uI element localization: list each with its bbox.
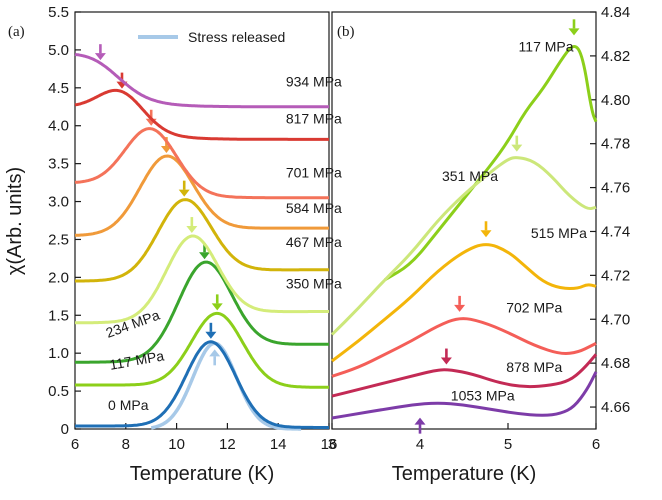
panel-b-y-tick-label: 4.66 <box>601 399 630 416</box>
panel-a-y-tick-label: 0 <box>61 421 69 438</box>
arrow-a-117-mpa <box>211 303 223 311</box>
panel-b-x-axis-title: Temperature (K) <box>392 463 537 485</box>
panel-b-x-tick-label: 6 <box>592 436 600 453</box>
panel-a-y-tick-label: 3.0 <box>48 194 69 211</box>
arrow-a-stress-released <box>209 349 221 357</box>
arrow-a-350-mpa <box>186 226 198 234</box>
arrow-a-584-mpa <box>160 146 172 154</box>
curve-label-b-351-mpa: 351 MPa <box>442 168 498 184</box>
panel-b-y-tick-label: 4.74 <box>601 223 630 240</box>
panel-a-label: (a) <box>8 24 25 40</box>
arrow-a-934-mpa <box>94 53 106 61</box>
panel-a-plot: 6 8 10 12 14 16 0 0.5 1.0 1.5 2.0 2.5 3.0 3.5 4.0 4.5 5.… <box>48 4 342 453</box>
panel-b-y-tick-label: 4.72 <box>601 267 630 284</box>
curve-label-a-350-mpa: 350 MPa <box>286 276 342 292</box>
panel-a-y-tick-label: 2.5 <box>48 231 69 248</box>
arrow-a-467-mpa <box>178 189 190 197</box>
panel-a-y-tick-label: 5.0 <box>48 42 69 59</box>
curve-label-a-934-mpa: 934 MPa <box>286 73 342 89</box>
series-a-934-mpa-line <box>74 52 330 109</box>
series-b-515-mpa-line <box>331 243 597 363</box>
panel-a-y-tick-label: 5.5 <box>48 4 69 21</box>
series-a-817-mpa-line <box>74 88 330 141</box>
curve-label-b-1053-mpa: 1053 MPa <box>451 387 515 403</box>
panel-a-y-tick-label: 0.5 <box>48 383 69 400</box>
curve-label-a-701-mpa: 701 MPa <box>286 164 342 180</box>
panel-a-x-tick-label: 16 <box>321 436 338 453</box>
series-a-234-mpa-line <box>74 260 330 364</box>
curve-label-a-467-mpa: 467 MPa <box>286 234 342 250</box>
panel-b-y-tick-label: 4.70 <box>601 311 630 328</box>
series-a-0-mpa-line <box>74 340 330 429</box>
arrow-b-878-mpa <box>440 357 452 365</box>
series-a-701-mpa-line <box>74 127 330 200</box>
arrow-b-1053-mpa <box>414 417 426 425</box>
panel-b-x-tick-label: 4 <box>416 436 424 453</box>
curve-label-a-234-mpa: 234 MPa <box>104 307 162 341</box>
panel-b-plot: 3 4 5 6 4.66 4.68 4.70 4.72 4.74 4.76 4.78 4.80 4.82… <box>328 4 630 453</box>
y-axis-title: χ(Arb. units) <box>4 167 26 275</box>
panel-a-x-tick-label: 12 <box>219 436 236 453</box>
panel-b-y-tick-label: 4.78 <box>601 136 630 153</box>
curve-label-b-878-mpa: 878 MPa <box>506 359 562 375</box>
arrow-b-351-mpa <box>511 144 523 152</box>
curve-label-b-702-mpa: 702 MPa <box>506 300 562 316</box>
panel-b-label: (b) <box>337 24 355 40</box>
panel-b-y-tick-label: 4.76 <box>601 180 630 197</box>
series-b-117-mpa-line <box>384 45 598 282</box>
panel-a-y-tick-label: 2.0 <box>48 269 69 286</box>
series-b-351-mpa-line <box>330 156 597 336</box>
panel-a-y-tick-label: 1.0 <box>48 345 69 362</box>
curve-label-b-117-mpa: 117 MPa <box>519 39 574 55</box>
curve-label-b-515-mpa: 515 MPa <box>531 225 587 241</box>
arrow-b-702-mpa <box>454 304 466 312</box>
curve-label-a-584-mpa: 584 MPa <box>286 200 342 216</box>
curve-label-a-0-mpa: 0 MPa <box>108 397 149 413</box>
panel-a-x-tick-label: 14 <box>270 436 287 453</box>
panel-a-x-axis-title: Temperature (K) <box>130 463 275 485</box>
panel-b-y-tick-label: 4.84 <box>601 4 630 21</box>
panel-b-x-tick-label: 3 <box>328 436 336 453</box>
series-b-1053-mpa-line <box>331 371 598 420</box>
series-b-702-mpa-line <box>331 317 597 378</box>
panel-a-x-tick-label: 8 <box>122 436 130 453</box>
series-a-350-mpa-line <box>74 234 330 325</box>
panel-b-y-tick-label: 4.80 <box>601 92 630 109</box>
curve-label-a-817-mpa: 817 MPa <box>286 110 342 126</box>
series-b-878-mpa-line <box>331 353 598 398</box>
arrow-a-234-mpa <box>199 252 211 260</box>
panel-b-y-tick-label: 4.82 <box>601 48 630 65</box>
panel-a-y-tick-label: 4.5 <box>48 80 69 97</box>
series-a-467-mpa-line <box>74 198 330 283</box>
panel-a-y-tick-label: 1.5 <box>48 307 69 324</box>
panel-b-frame <box>331 11 597 430</box>
panel-a-x-tick-label: 6 <box>71 436 79 453</box>
legend-label: Stress released <box>188 29 285 45</box>
panel-a-x-tick-label: 10 <box>168 436 185 453</box>
panel-a-frame <box>74 11 330 430</box>
series-a-584-mpa-line <box>74 154 330 237</box>
arrow-a-0-mpa <box>205 331 217 339</box>
panel-a-y-tick-label: 3.5 <box>48 156 69 173</box>
curve-label-a-117-mpa: 117 MPa <box>108 347 165 372</box>
panel-b-x-tick-label: 5 <box>504 436 512 453</box>
panel-a-y-tick-label: 4.0 <box>48 118 69 135</box>
series-a-117-mpa-line <box>74 311 330 389</box>
arrow-b-515-mpa <box>480 230 492 238</box>
arrow-b-117-mpa <box>568 28 580 36</box>
panel-b-y-tick-label: 4.68 <box>601 355 630 372</box>
